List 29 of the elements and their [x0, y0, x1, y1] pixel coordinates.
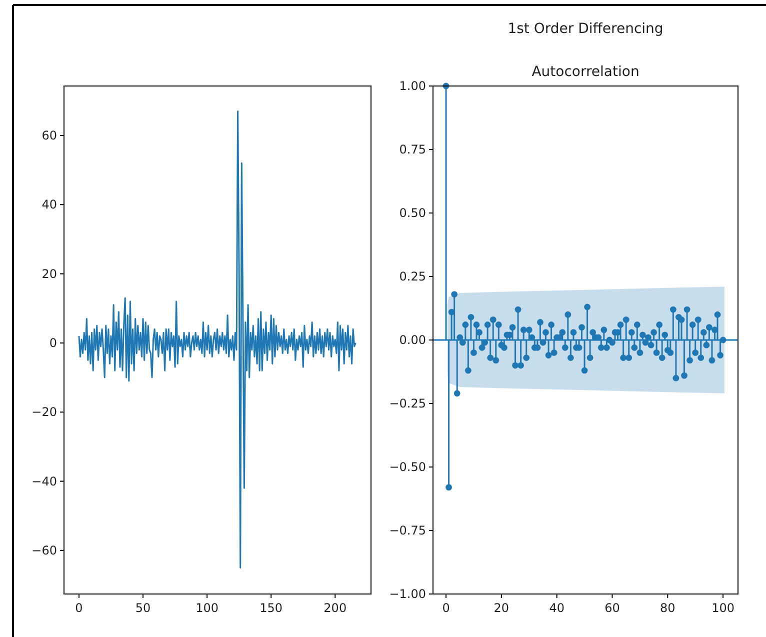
y-tick-label: 20	[42, 266, 57, 281]
y-tick-label: −1.00	[389, 587, 426, 601]
y-tick-label: −0.50	[389, 460, 426, 474]
y-tick-label: 0	[49, 336, 57, 350]
y-tick-label: 60	[42, 128, 57, 142]
x-tick-label: 100	[196, 601, 219, 615]
x-tick-label: 50	[135, 601, 151, 615]
chart-title: Autocorrelation	[532, 64, 640, 80]
text: 1st Order Differencing	[508, 21, 664, 37]
x-tick-label: 100	[712, 601, 734, 615]
y-tick-label: −0.25	[389, 396, 426, 410]
x-tick-label: 80	[660, 601, 676, 615]
x-tick-label: 60	[604, 601, 620, 615]
y-tick-label: −0.75	[389, 524, 426, 538]
y-tick-label: 0.50	[399, 206, 426, 220]
x-tick-label: 20	[494, 601, 510, 615]
x-tick-label: 200	[324, 601, 347, 615]
y-tick-label: 1.00	[399, 79, 426, 93]
y-tick-label: 40	[42, 198, 57, 212]
y-tick-label: −20	[32, 405, 57, 420]
y-tick-label: 0.25	[399, 270, 426, 284]
y-tick-label: 0.75	[399, 142, 426, 156]
y-tick-label: −40	[32, 474, 57, 488]
y-tick-label: −60	[32, 543, 57, 558]
x-tick-label: 0	[75, 601, 83, 615]
x-tick-label: 0	[442, 601, 450, 615]
x-tick-label: 150	[260, 601, 283, 615]
y-tick-label: 0.00	[399, 333, 426, 347]
x-tick-label: 40	[549, 601, 564, 615]
